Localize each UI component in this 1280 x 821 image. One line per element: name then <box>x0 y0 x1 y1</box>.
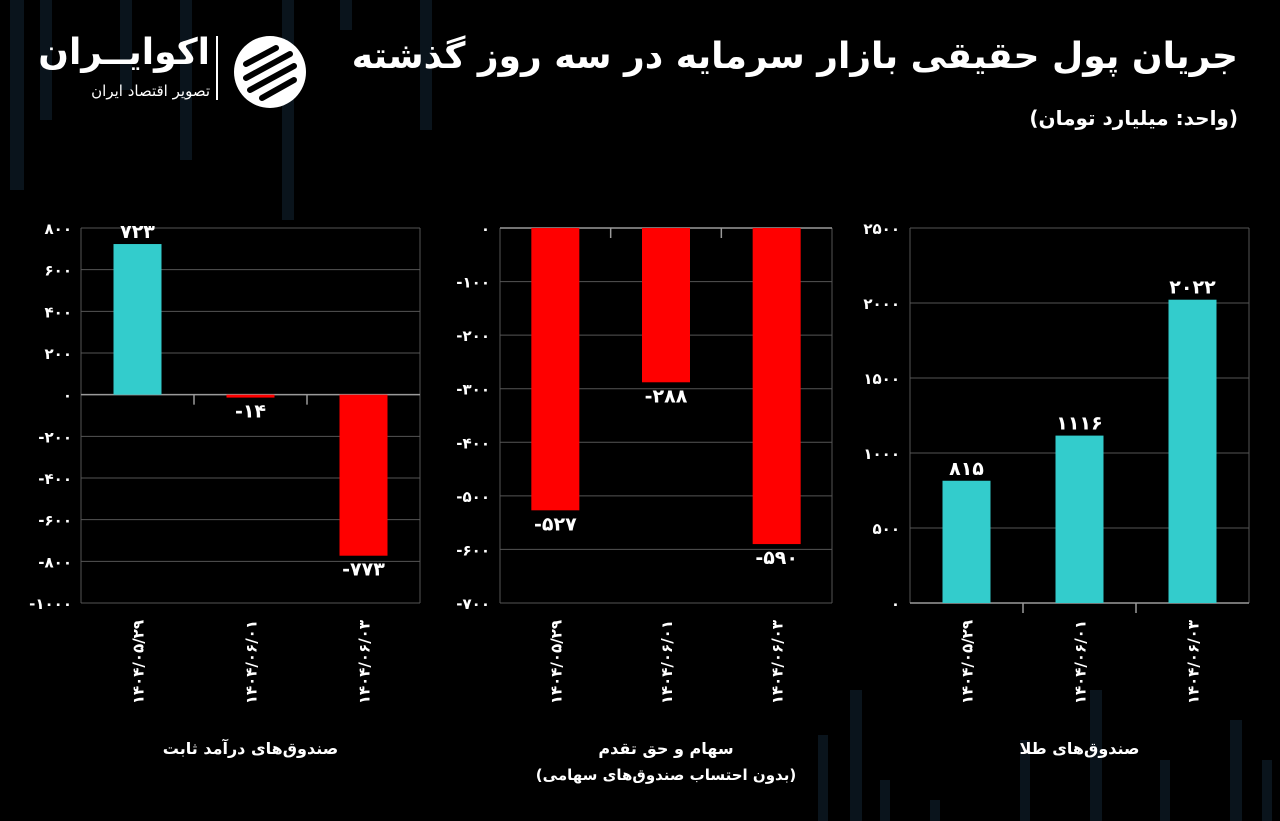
y-tick-label: -۵۰۰ <box>456 488 490 506</box>
bar-value-label: ۸۱۵ <box>949 458 984 480</box>
x-category-label: ۱۴۰۴/۰۶/۰۳ <box>769 620 787 704</box>
x-category-label: ۱۴۰۴/۰۵/۲۹ <box>959 620 977 704</box>
bar <box>942 480 991 603</box>
logo-divider <box>216 36 218 100</box>
y-tick-label: -۱۰۰ <box>456 274 490 292</box>
x-category-label: ۱۴۰۴/۰۶/۰۳ <box>1185 620 1203 704</box>
logo: اکوایــران تصویر اقتصاد ایران <box>38 30 310 110</box>
y-tick-label: ۱۵۰۰ <box>863 370 900 388</box>
y-tick-label: -۸۰۰ <box>38 553 72 571</box>
bar <box>1055 435 1104 603</box>
y-tick-label: -۴۰۰ <box>38 470 72 488</box>
y-tick-label: ۲۰۰۰ <box>863 295 900 313</box>
x-axis-title: صندوق‌های طلا <box>1019 739 1139 758</box>
bar-value-label: -۲۸۸ <box>645 385 688 407</box>
y-tick-label: ۲۵۰۰ <box>863 220 900 238</box>
bar-value-label: -۷۷۳ <box>342 559 385 581</box>
y-tick-label: -۳۰۰ <box>456 381 490 399</box>
bar-value-label: ۱۱۱۶ <box>1056 413 1102 435</box>
y-tick-label: -۱۰۰۰ <box>29 595 72 613</box>
logo-name: اکوایــران <box>38 32 210 73</box>
bar <box>531 228 580 511</box>
y-tick-label: -۲۰۰ <box>456 327 490 345</box>
bar <box>752 228 801 545</box>
bar-value-label: -۱۴ <box>235 401 266 423</box>
logo-tagline: تصویر اقتصاد ایران <box>91 82 210 100</box>
bar <box>113 244 162 395</box>
y-tick-label: ۲۰۰ <box>45 345 72 363</box>
bar <box>642 228 690 383</box>
x-axis-subtitle: (بدون احتساب صندوق‌های سهامی) <box>536 766 796 784</box>
bar <box>339 394 388 556</box>
y-tick-label: ۰ <box>481 220 490 238</box>
bar-value-label: -۵۹۰ <box>755 547 798 569</box>
y-tick-label: ۰ <box>891 595 900 613</box>
page-title: جریان پول حقیقی بازار سرمایه در سه روز گ… <box>351 36 1238 77</box>
x-category-label: ۱۴۰۴/۰۶/۰۱ <box>1072 620 1090 704</box>
logo-icon <box>234 36 306 108</box>
y-tick-label: ۴۰۰ <box>45 303 72 321</box>
y-tick-label: ۶۰۰ <box>45 262 72 280</box>
bar <box>226 394 275 398</box>
x-category-label: ۱۴۰۴/۰۵/۲۹ <box>547 620 565 704</box>
y-tick-label: -۶۰۰ <box>38 512 72 530</box>
y-tick-label: -۶۰۰ <box>456 541 490 559</box>
page-subtitle: (واحد: میلیارد تومان) <box>1029 106 1238 130</box>
y-tick-label: ۵۰۰ <box>873 520 900 538</box>
x-category-label: ۱۴۰۴/۰۶/۰۳ <box>356 620 374 704</box>
bar-value-label: ۲۰۲۲ <box>1169 277 1216 299</box>
y-tick-label: ۰ <box>63 387 72 405</box>
x-category-label: ۱۴۰۴/۰۵/۲۹ <box>130 620 148 704</box>
x-category-label: ۱۴۰۴/۰۶/۰۱ <box>658 620 676 704</box>
bar-value-label: -۵۲۷ <box>534 513 577 535</box>
x-axis-title: سهام و حق تقدم <box>598 739 733 758</box>
x-category-label: ۱۴۰۴/۰۶/۰۱ <box>243 620 261 704</box>
x-axis-title: صندوق‌های درآمد ثابت <box>163 738 338 758</box>
y-tick-label: -۲۰۰ <box>38 428 72 446</box>
y-tick-label: ۸۰۰ <box>45 220 72 238</box>
bar-value-label: ۷۲۳ <box>120 221 155 243</box>
y-tick-label: -۷۰۰ <box>456 595 490 613</box>
y-tick-label: -۴۰۰ <box>456 434 490 452</box>
bar <box>1168 299 1217 603</box>
y-tick-label: ۱۰۰۰ <box>863 445 900 463</box>
